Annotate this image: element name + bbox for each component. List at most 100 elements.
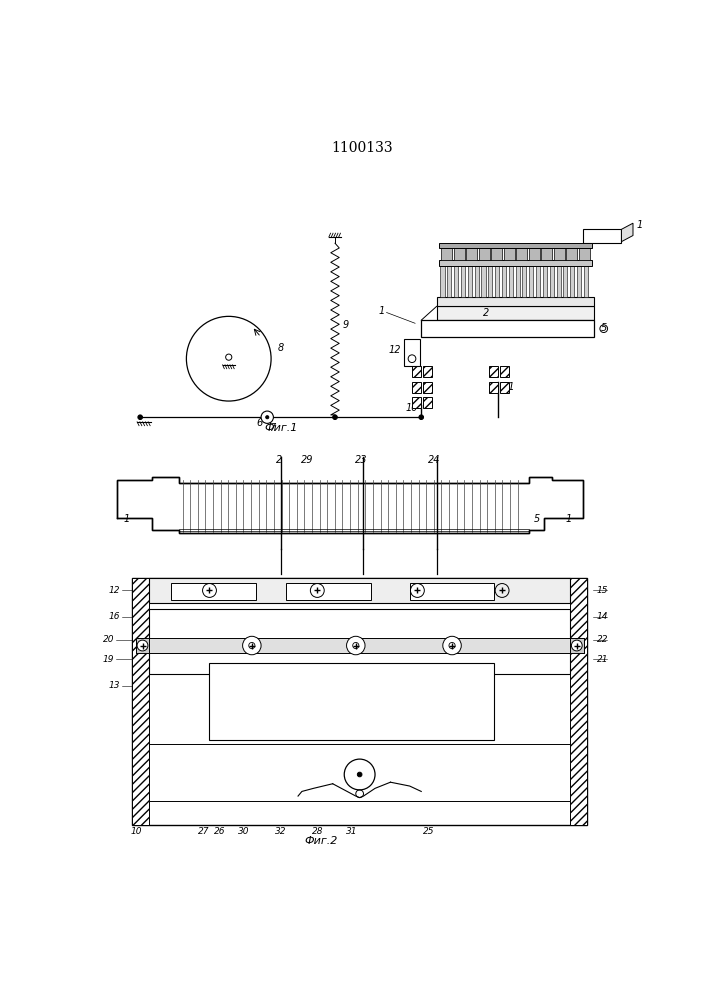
Bar <box>441 248 452 260</box>
Circle shape <box>261 411 274 423</box>
Bar <box>136 638 141 653</box>
Bar <box>149 638 570 653</box>
Bar <box>468 266 472 297</box>
Text: Фиг.2: Фиг.2 <box>305 836 338 846</box>
Bar <box>209 663 494 740</box>
Circle shape <box>249 642 255 649</box>
Text: 19: 19 <box>103 654 114 664</box>
Text: 2: 2 <box>276 455 282 465</box>
Bar <box>423 397 432 408</box>
Text: Фиг.1: Фиг.1 <box>264 423 298 433</box>
Text: 1: 1 <box>124 514 130 524</box>
Circle shape <box>243 636 261 655</box>
Bar <box>454 248 464 260</box>
Bar <box>423 382 432 393</box>
Text: 28: 28 <box>312 827 323 836</box>
Text: 24: 24 <box>428 455 440 465</box>
Text: 10: 10 <box>131 827 142 836</box>
Bar <box>132 578 149 825</box>
Bar <box>522 266 527 297</box>
Bar <box>579 248 590 260</box>
Circle shape <box>357 772 362 777</box>
Bar <box>489 366 498 377</box>
Text: 12: 12 <box>389 345 402 355</box>
Circle shape <box>138 415 143 420</box>
Text: 5: 5 <box>534 514 540 524</box>
Text: 25: 25 <box>423 827 435 836</box>
Bar <box>171 583 256 600</box>
Bar <box>550 266 554 297</box>
Bar <box>439 260 592 266</box>
Bar <box>467 248 477 260</box>
Text: 29: 29 <box>301 455 313 465</box>
Bar <box>136 638 149 653</box>
Bar <box>554 248 565 260</box>
Bar <box>489 266 492 297</box>
Circle shape <box>449 642 455 649</box>
Bar <box>286 583 371 600</box>
Bar <box>583 229 621 243</box>
Text: 1: 1 <box>379 306 385 316</box>
Bar <box>437 306 595 320</box>
Text: 8: 8 <box>277 343 284 353</box>
Text: 15: 15 <box>597 586 608 595</box>
Bar <box>495 266 499 297</box>
Circle shape <box>333 415 337 420</box>
Circle shape <box>266 416 269 419</box>
Polygon shape <box>117 477 583 533</box>
Text: 27: 27 <box>199 827 210 836</box>
Text: 32: 32 <box>275 827 287 836</box>
Bar <box>529 248 540 260</box>
Bar <box>570 638 584 653</box>
Bar <box>437 297 595 306</box>
Bar <box>578 638 584 653</box>
Bar <box>516 248 527 260</box>
Text: 12: 12 <box>109 586 120 595</box>
Text: 10: 10 <box>406 403 419 413</box>
Bar <box>461 266 465 297</box>
Bar <box>404 339 420 366</box>
Bar <box>489 382 498 393</box>
Circle shape <box>353 642 359 649</box>
Bar <box>509 266 513 297</box>
Text: 7: 7 <box>269 423 275 433</box>
Text: 11: 11 <box>502 381 515 391</box>
Bar <box>570 266 574 297</box>
Text: 23: 23 <box>355 455 368 465</box>
Bar <box>412 382 421 393</box>
Bar <box>543 266 547 297</box>
Bar <box>448 266 451 297</box>
Bar <box>515 266 520 297</box>
Bar <box>439 243 592 248</box>
Text: 1: 1 <box>637 220 643 230</box>
Circle shape <box>346 636 365 655</box>
Bar <box>481 266 486 297</box>
Circle shape <box>443 636 461 655</box>
Bar <box>149 744 570 801</box>
Bar <box>502 266 506 297</box>
Bar <box>479 248 490 260</box>
Bar <box>421 320 595 337</box>
Bar <box>412 397 421 408</box>
Bar <box>149 609 570 674</box>
Text: 30: 30 <box>238 827 250 836</box>
Bar <box>474 266 479 297</box>
Bar <box>584 266 588 297</box>
Bar <box>454 266 458 297</box>
Bar <box>504 248 515 260</box>
Polygon shape <box>621 223 633 242</box>
Bar <box>536 266 540 297</box>
Text: 2: 2 <box>483 308 489 318</box>
Bar <box>491 248 502 260</box>
Text: 16: 16 <box>109 612 120 621</box>
Text: 14: 14 <box>597 612 608 621</box>
Text: 22: 22 <box>597 635 608 644</box>
Bar <box>440 266 445 297</box>
Circle shape <box>571 640 582 651</box>
Bar <box>577 266 581 297</box>
Bar <box>500 382 509 393</box>
Text: 31: 31 <box>346 827 358 836</box>
Bar <box>149 578 570 603</box>
Bar <box>412 366 421 377</box>
Circle shape <box>137 640 148 651</box>
